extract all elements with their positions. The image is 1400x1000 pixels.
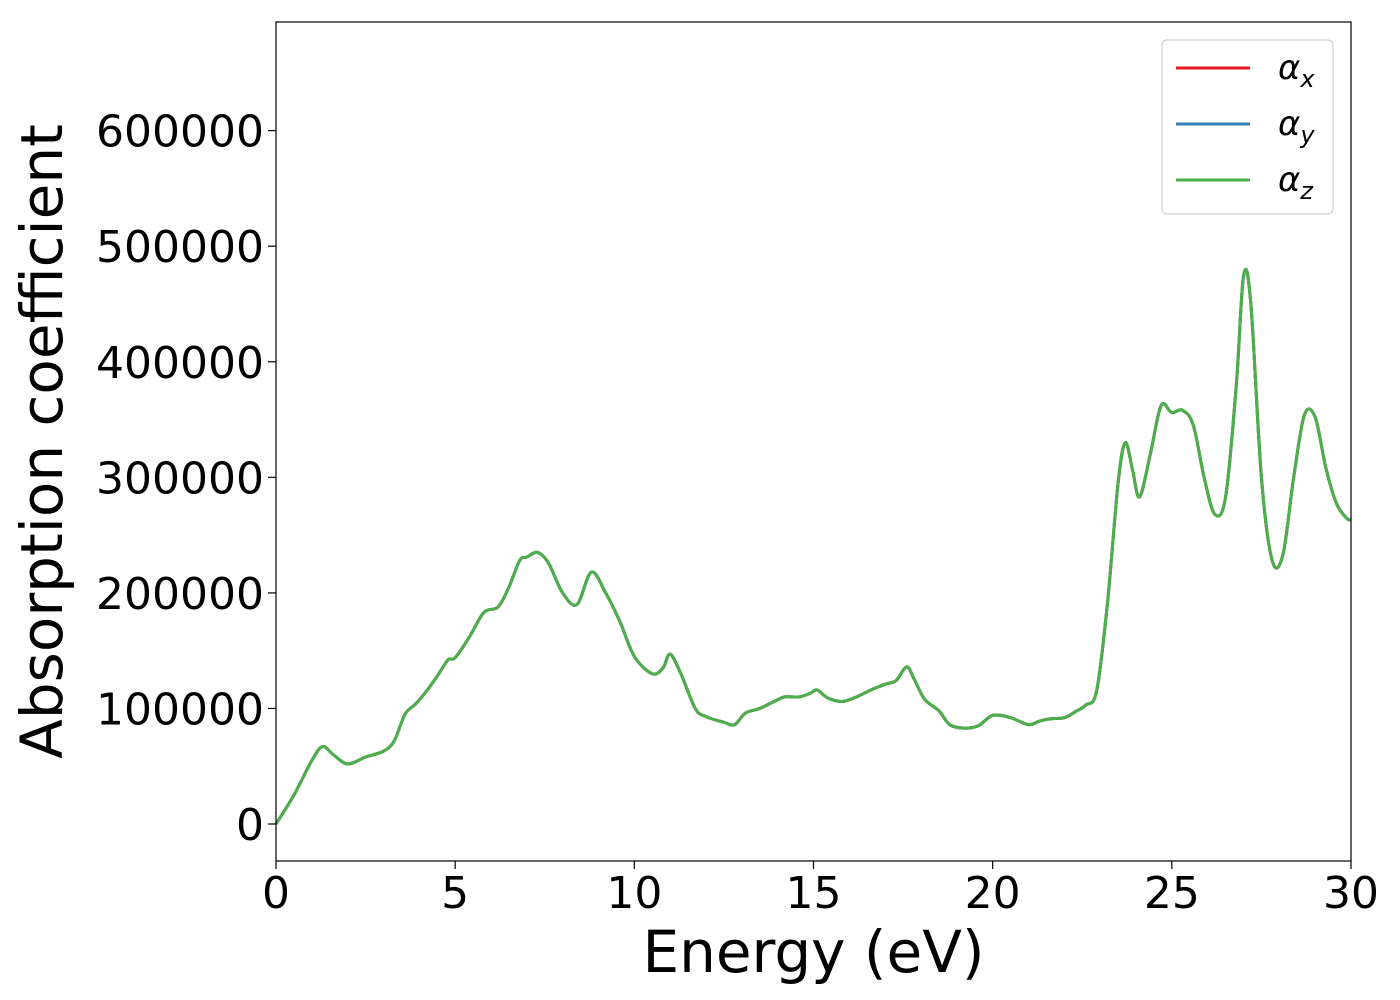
legend-subscript: z (1299, 177, 1314, 205)
y-axis: 0 100000 200000 300000 400000 500000 600000 (96, 107, 276, 851)
x-tick-label: 0 (262, 868, 290, 919)
y-tick-label: 0 (236, 800, 264, 851)
legend-label-alpha-x: αx (1278, 48, 1315, 93)
legend-box (1161, 39, 1334, 215)
y-tick-label: 600000 (96, 107, 264, 158)
y-tick-label: 100000 (96, 684, 264, 735)
series-line-alpha-z (274, 267, 1352, 825)
legend-label-alpha-z: αz (1278, 160, 1314, 205)
legend-label-alpha-y: αy (1278, 104, 1315, 149)
x-tick-label: 20 (965, 868, 1021, 919)
x-tick-label: 25 (1144, 868, 1200, 919)
y-axis-title: Absorption coefficient (8, 124, 76, 759)
legend-symbol: α (1278, 160, 1300, 200)
legend-subscript: y (1299, 121, 1315, 149)
y-tick-label: 500000 (96, 222, 264, 273)
series-lines (274, 267, 1352, 825)
y-tick-label: 400000 (96, 338, 264, 389)
x-axis-title: Energy (eV) (642, 918, 984, 986)
x-tick-label: 10 (606, 868, 662, 919)
x-tick-label: 30 (1323, 868, 1379, 919)
y-tick-label: 200000 (96, 569, 264, 620)
legend-symbol: α (1278, 48, 1300, 88)
legend-subscript: x (1299, 65, 1315, 93)
x-tick-label: 5 (441, 868, 469, 919)
legend-symbol: α (1278, 104, 1300, 144)
y-tick-label: 300000 (96, 453, 264, 504)
x-axis: 0 5 10 15 20 25 30 (262, 861, 1379, 919)
x-tick-label: 15 (786, 868, 842, 919)
